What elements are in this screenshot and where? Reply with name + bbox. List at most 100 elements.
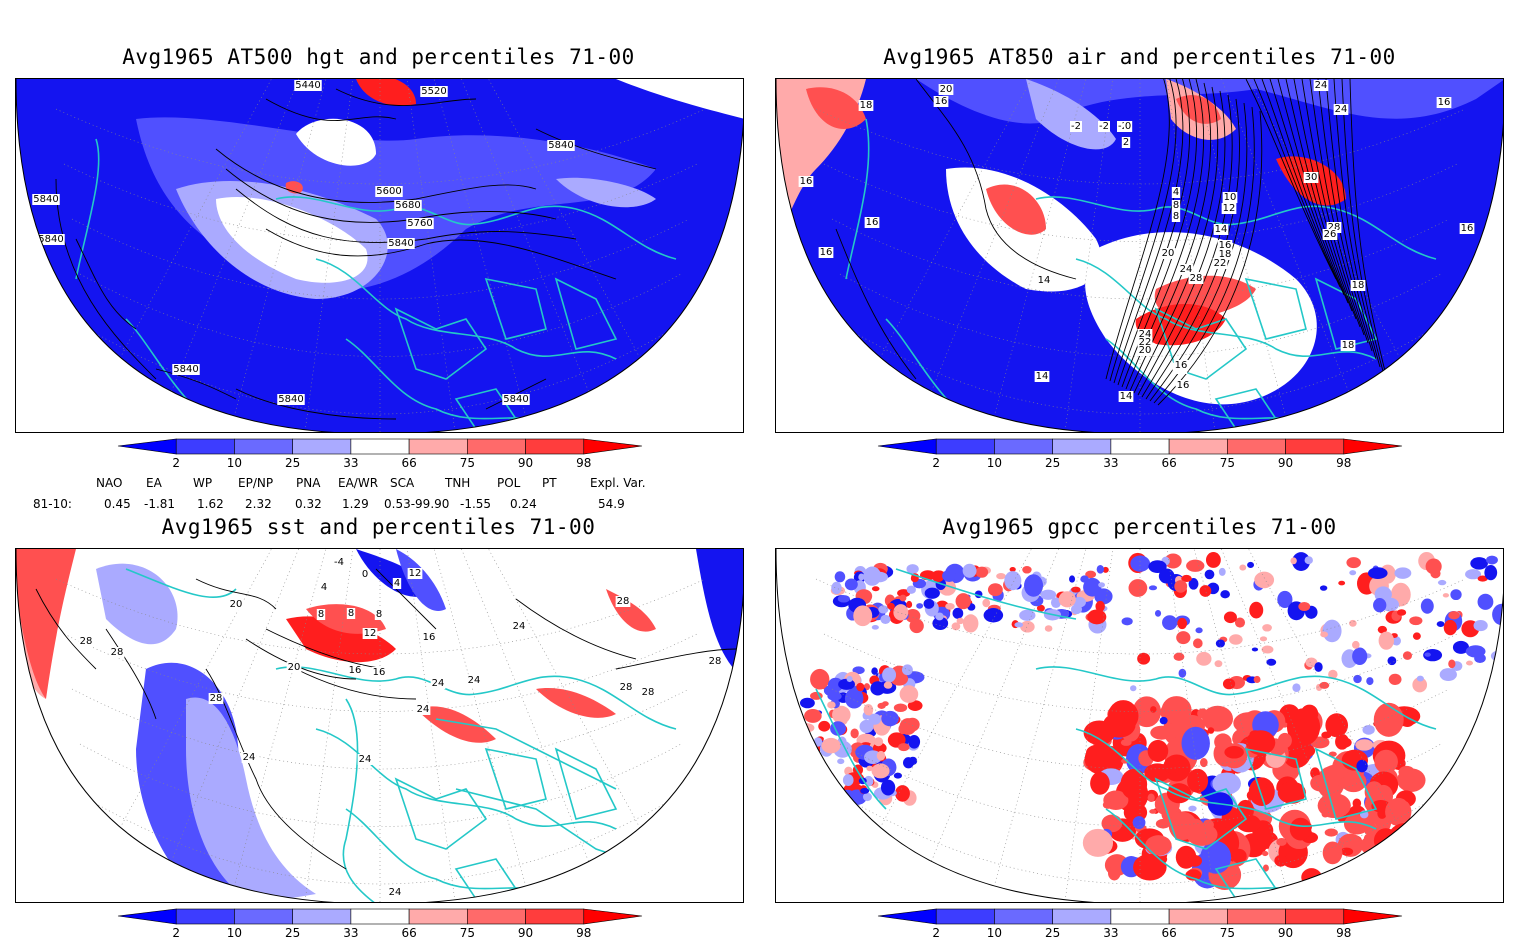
indices-header-pol: POL [497, 476, 521, 490]
indices-header-eawr: EA/WR [338, 476, 379, 490]
precip-cell [880, 779, 896, 796]
precip-cell [1207, 727, 1215, 734]
precip-cell [895, 785, 910, 802]
precip-cell [1292, 683, 1301, 693]
coastline [394, 747, 618, 900]
precip-cell [1083, 720, 1116, 746]
precip-cell [1019, 609, 1036, 621]
precip-cell [1202, 705, 1234, 732]
colorbar-tick-label: 2 [932, 926, 941, 940]
precip-cell [906, 600, 913, 608]
precip-cell [1058, 591, 1076, 608]
precip-cell [1324, 828, 1338, 837]
colorbar-segment [935, 438, 995, 455]
precip-cell [951, 622, 961, 631]
colorbar-tick-label: 25 [285, 456, 301, 470]
colorbar-air: 2 10 25 33 66 75 90 98 [760, 438, 1520, 474]
precip-cell [1349, 570, 1357, 576]
precip-cell [870, 571, 888, 583]
contour-label: 24 [389, 887, 402, 898]
precip-cell [1436, 621, 1445, 628]
indices-header-expl: Expl. Var. [590, 476, 646, 490]
percentile-area-normal [216, 197, 368, 283]
precip-cell [897, 589, 911, 598]
map-panel-air: 20 16 18 -2 -2 -2 0 2 24 24 16 16 16 16 4 8 8 10 12 14 16 18 2… [775, 78, 1504, 433]
precip-cell [1174, 580, 1188, 593]
precip-cell [1262, 851, 1269, 857]
precip-cell [1101, 814, 1123, 833]
precip-cell [1420, 598, 1434, 614]
contour-label: 20 [1139, 345, 1152, 356]
contour-label: 28 [709, 656, 722, 667]
indices-value-expl: 54.9 [598, 497, 625, 511]
contour-label: 5840 [173, 364, 198, 375]
latitude-gridline [79, 743, 682, 827]
precip-cell [1130, 685, 1137, 692]
colorbar-segment [1285, 908, 1345, 925]
coastline [1154, 277, 1378, 430]
precip-cell [1130, 555, 1151, 572]
precip-cell [1239, 564, 1247, 571]
precip-cell [1187, 855, 1203, 867]
precip-cell [1199, 585, 1212, 597]
contour-label: 28 [80, 636, 93, 647]
precip-cell [1220, 590, 1230, 599]
colorbar-tick-label: 2 [172, 456, 181, 470]
percentile-area-high [416, 706, 496, 743]
percentile-area-high [536, 688, 616, 718]
panel-title-sst: Avg1965 sst and percentiles 71-00 [161, 515, 596, 539]
precip-cell [1325, 713, 1349, 738]
precip-cell [1397, 609, 1407, 616]
precip-cell [871, 763, 890, 779]
contour-label: 24 [468, 675, 481, 686]
contour-line [835, 228, 917, 380]
colorbar-tick-label: 98 [576, 456, 592, 470]
contour-label: 5840 [503, 394, 528, 405]
colorbar-segment [1168, 438, 1228, 455]
panel-title-air: Avg1965 AT850 air and percentiles 71-00 [883, 45, 1396, 69]
colorbar-tick-label: 75 [1219, 926, 1235, 940]
precip-cell [827, 677, 844, 692]
indices-header-wp: WP [193, 476, 213, 490]
precip-cell [827, 691, 842, 701]
precip-cell [1477, 575, 1488, 582]
latitude-gridline [831, 218, 1450, 300]
contour-line [235, 388, 397, 420]
precip-cell [1259, 636, 1268, 642]
precip-cell [1204, 569, 1215, 580]
map-domain-boundary [16, 549, 743, 902]
contour-label: 24 [1315, 80, 1328, 91]
precip-cell [1328, 751, 1337, 757]
colorbar-segment [583, 438, 643, 455]
precip-cell [1197, 708, 1209, 719]
precip-cell [1223, 611, 1237, 624]
contour-line [375, 568, 437, 630]
colorbar-segment [1110, 438, 1170, 455]
indices-header-pna: PNA [296, 476, 321, 490]
contour-line [295, 668, 417, 700]
precip-cell [901, 664, 913, 676]
latitude-gridline [847, 798, 1434, 885]
precip-cell [1465, 569, 1482, 580]
precip-cell [844, 578, 858, 591]
precip-cell [1374, 749, 1398, 774]
latitude-gridline [87, 798, 674, 885]
contour-label: 28 [617, 596, 630, 607]
contour-label: 20 [288, 662, 301, 673]
contour-line [1141, 94, 1233, 398]
precip-cell [987, 583, 1003, 597]
precip-cell [942, 569, 957, 582]
precip-cell [1137, 652, 1151, 665]
precip-cell [1072, 596, 1086, 608]
precip-cell [1095, 600, 1105, 612]
precip-cell [839, 789, 856, 807]
precip-cell [898, 723, 908, 735]
precip-cell [935, 612, 944, 621]
precip-cell [804, 709, 822, 723]
percentile-area [556, 177, 656, 208]
precip-cell [887, 602, 895, 610]
precip-cell [1388, 673, 1402, 686]
contour-line [1121, 79, 1198, 388]
contour-label: 16 [1438, 97, 1451, 108]
precip-cell [1071, 586, 1081, 593]
